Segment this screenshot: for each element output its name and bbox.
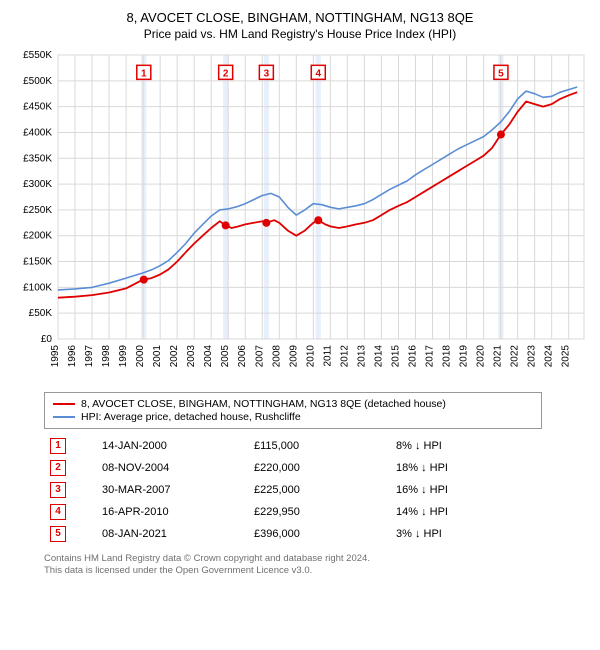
svg-text:2019: 2019 bbox=[459, 345, 470, 368]
svg-text:2004: 2004 bbox=[203, 345, 214, 368]
footer-attribution: Contains HM Land Registry data © Crown c… bbox=[44, 553, 586, 578]
svg-text:2022: 2022 bbox=[510, 345, 521, 368]
legend-item: 8, AVOCET CLOSE, BINGHAM, NOTTINGHAM, NG… bbox=[53, 398, 533, 410]
sale-date: 08-NOV-2004 bbox=[96, 457, 248, 479]
svg-text:2: 2 bbox=[223, 68, 229, 79]
chart-subtitle: Price paid vs. HM Land Registry's House … bbox=[10, 27, 590, 41]
svg-text:2011: 2011 bbox=[322, 345, 333, 367]
svg-text:2023: 2023 bbox=[527, 345, 538, 368]
sale-price: £225,000 bbox=[248, 479, 390, 501]
svg-text:£150K: £150K bbox=[23, 257, 52, 268]
sale-diff: 8% ↓ HPI bbox=[390, 435, 524, 457]
svg-text:3: 3 bbox=[264, 68, 270, 79]
sale-price: £115,000 bbox=[248, 435, 390, 457]
svg-text:4: 4 bbox=[315, 68, 321, 79]
svg-text:2008: 2008 bbox=[271, 345, 282, 368]
sale-marker-badge: 1 bbox=[50, 438, 66, 454]
svg-text:1996: 1996 bbox=[67, 345, 78, 368]
svg-text:2006: 2006 bbox=[237, 345, 248, 368]
sale-marker-badge: 5 bbox=[50, 526, 66, 542]
svg-text:£550K: £550K bbox=[23, 50, 52, 61]
legend-label: HPI: Average price, detached house, Rush… bbox=[81, 411, 301, 423]
svg-text:5: 5 bbox=[498, 68, 504, 79]
svg-text:2009: 2009 bbox=[288, 345, 299, 368]
footer-line: This data is licensed under the Open Gov… bbox=[44, 565, 586, 577]
sale-diff: 3% ↓ HPI bbox=[390, 523, 524, 545]
svg-text:2000: 2000 bbox=[135, 345, 146, 368]
sale-date: 14-JAN-2000 bbox=[96, 435, 248, 457]
sale-date: 08-JAN-2021 bbox=[96, 523, 248, 545]
svg-text:2024: 2024 bbox=[544, 345, 555, 368]
sale-date: 16-APR-2010 bbox=[96, 501, 248, 523]
sale-diff: 14% ↓ HPI bbox=[390, 501, 524, 523]
svg-text:£450K: £450K bbox=[23, 102, 52, 113]
svg-text:2005: 2005 bbox=[220, 345, 231, 368]
svg-text:£400K: £400K bbox=[23, 127, 52, 138]
sale-date: 30-MAR-2007 bbox=[96, 479, 248, 501]
svg-text:2014: 2014 bbox=[373, 345, 384, 368]
svg-text:£500K: £500K bbox=[23, 76, 52, 87]
svg-text:£350K: £350K bbox=[23, 153, 52, 164]
svg-text:£50K: £50K bbox=[29, 308, 53, 319]
chart-container: 8, AVOCET CLOSE, BINGHAM, NOTTINGHAM, NG… bbox=[0, 0, 600, 586]
footer-line: Contains HM Land Registry data © Crown c… bbox=[44, 553, 586, 565]
svg-text:1995: 1995 bbox=[50, 345, 61, 368]
sale-marker-badge: 4 bbox=[50, 504, 66, 520]
svg-text:2025: 2025 bbox=[561, 345, 572, 368]
legend-swatch-blue bbox=[53, 416, 75, 418]
sale-price: £396,000 bbox=[248, 523, 390, 545]
legend-label: 8, AVOCET CLOSE, BINGHAM, NOTTINGHAM, NG… bbox=[81, 398, 446, 410]
svg-text:£250K: £250K bbox=[23, 205, 52, 216]
legend-item: HPI: Average price, detached house, Rush… bbox=[53, 411, 533, 423]
sales-table: 1 14-JAN-2000£115,0008% ↓ HPI 2 08-NOV-2004… bbox=[44, 435, 524, 545]
svg-text:£200K: £200K bbox=[23, 231, 52, 242]
svg-text:1999: 1999 bbox=[118, 345, 129, 368]
svg-text:2013: 2013 bbox=[356, 345, 367, 368]
svg-text:2020: 2020 bbox=[476, 345, 487, 368]
svg-text:£300K: £300K bbox=[23, 179, 52, 190]
table-row: 4 16-APR-2010£229,95014% ↓ HPI bbox=[44, 501, 524, 523]
svg-text:£0: £0 bbox=[41, 334, 53, 345]
sale-marker-badge: 3 bbox=[50, 482, 66, 498]
svg-text:2003: 2003 bbox=[186, 345, 197, 368]
sale-diff: 18% ↓ HPI bbox=[390, 457, 524, 479]
svg-text:2007: 2007 bbox=[254, 345, 265, 368]
svg-text:2016: 2016 bbox=[407, 345, 418, 368]
svg-text:1: 1 bbox=[141, 68, 147, 79]
legend-swatch-red bbox=[53, 403, 75, 405]
svg-text:2012: 2012 bbox=[339, 345, 350, 368]
table-row: 5 08-JAN-2021£396,0003% ↓ HPI bbox=[44, 523, 524, 545]
svg-text:1997: 1997 bbox=[84, 345, 95, 368]
chart-plot-area: £0 £50K £100K £150K £200K £250K £300K £350K £400… bbox=[10, 49, 590, 384]
sale-marker-badge: 2 bbox=[50, 460, 66, 476]
sale-price: £220,000 bbox=[248, 457, 390, 479]
svg-text:2021: 2021 bbox=[493, 345, 504, 368]
sale-diff: 16% ↓ HPI bbox=[390, 479, 524, 501]
svg-text:£100K: £100K bbox=[23, 282, 52, 293]
svg-text:2017: 2017 bbox=[424, 345, 435, 368]
svg-text:2015: 2015 bbox=[390, 345, 401, 368]
svg-text:2018: 2018 bbox=[442, 345, 453, 368]
svg-text:2002: 2002 bbox=[169, 345, 180, 368]
sale-price: £229,950 bbox=[248, 501, 390, 523]
chart-title: 8, AVOCET CLOSE, BINGHAM, NOTTINGHAM, NG… bbox=[10, 10, 590, 25]
table-row: 2 08-NOV-2004£220,00018% ↓ HPI bbox=[44, 457, 524, 479]
table-row: 1 14-JAN-2000£115,0008% ↓ HPI bbox=[44, 435, 524, 457]
table-row: 3 30-MAR-2007£225,00016% ↓ HPI bbox=[44, 479, 524, 501]
svg-text:1998: 1998 bbox=[101, 345, 112, 368]
svg-text:2010: 2010 bbox=[305, 345, 316, 368]
line-chart-svg: £0 £50K £100K £150K £200K £250K £300K £350K £400… bbox=[10, 49, 590, 379]
svg-text:2001: 2001 bbox=[152, 345, 163, 368]
legend: 8, AVOCET CLOSE, BINGHAM, NOTTINGHAM, NG… bbox=[44, 392, 542, 429]
